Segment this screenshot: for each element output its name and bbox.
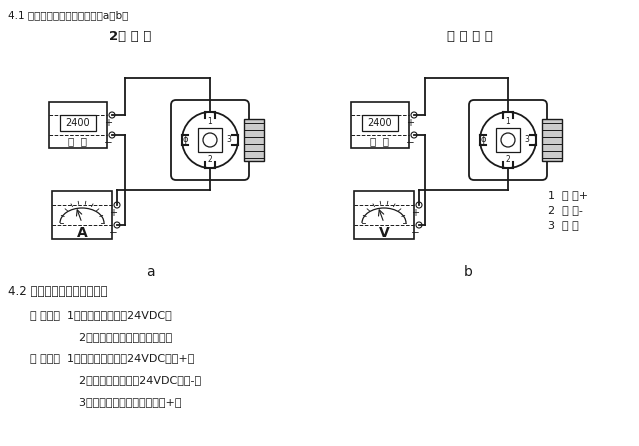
Circle shape (480, 112, 536, 168)
Bar (362, 115, 398, 131)
Bar (49, 102, 107, 148)
Bar (60, 115, 96, 131)
Text: −: − (109, 228, 118, 238)
Text: 2: 2 (208, 154, 212, 164)
Text: A: A (77, 226, 88, 240)
Circle shape (182, 112, 238, 168)
Text: 3号端子（黄线）：信号输出+。: 3号端子（黄线）：信号输出+。 (30, 396, 181, 407)
Text: 1: 1 (208, 116, 212, 125)
Text: 2号端子（蓝线）：24VDC电源-；: 2号端子（蓝线）：24VDC电源-； (30, 375, 201, 385)
Text: 2400: 2400 (367, 118, 392, 128)
Text: 电  源: 电 源 (68, 136, 88, 146)
Text: 3  输 出: 3 输 出 (548, 220, 579, 230)
Text: 4.2 直接引线结构电气连接：: 4.2 直接引线结构电气连接： (8, 285, 107, 298)
Circle shape (109, 132, 115, 138)
Text: 2  电 源-: 2 电 源- (548, 205, 583, 215)
Text: 电 压 输 出: 电 压 输 出 (447, 30, 493, 43)
Circle shape (411, 112, 417, 118)
Circle shape (203, 133, 217, 147)
Text: −: − (406, 138, 414, 148)
Text: 3: 3 (525, 136, 530, 145)
Text: 2: 2 (505, 154, 511, 164)
Text: V: V (379, 226, 389, 240)
Bar (354, 191, 414, 239)
FancyBboxPatch shape (171, 100, 249, 180)
Circle shape (114, 202, 120, 208)
Text: ϕ: ϕ (481, 136, 486, 145)
Text: 2线 电 流: 2线 电 流 (109, 30, 151, 43)
Text: +: + (104, 118, 112, 128)
Bar (351, 102, 409, 148)
Text: −: − (104, 138, 112, 148)
Text: ϕ: ϕ (182, 136, 188, 145)
Text: +: + (411, 208, 419, 218)
Bar (542, 119, 562, 161)
Bar (496, 128, 520, 152)
Text: 电  源: 电 源 (371, 136, 390, 146)
Text: 4.1 赫斯曼结构电气连接如下图a、b：: 4.1 赫斯曼结构电气连接如下图a、b： (8, 10, 128, 20)
Text: 1  电 源+: 1 电 源+ (548, 190, 588, 200)
Text: b: b (463, 265, 472, 279)
Circle shape (416, 222, 422, 228)
FancyBboxPatch shape (469, 100, 547, 180)
Text: 1: 1 (505, 116, 511, 125)
Circle shape (501, 133, 515, 147)
Text: 3: 3 (227, 136, 231, 145)
Bar (52, 191, 112, 239)
Circle shape (114, 222, 120, 228)
Bar (198, 128, 222, 152)
Circle shape (109, 112, 115, 118)
Circle shape (416, 202, 422, 208)
Text: 2号端子（蓝线）：电流输出。: 2号端子（蓝线）：电流输出。 (30, 332, 173, 342)
Text: 口 电流：  1号端子（红线）：24VDC；: 口 电流： 1号端子（红线）：24VDC； (30, 310, 172, 320)
Text: a: a (146, 265, 154, 279)
Circle shape (411, 132, 417, 138)
Text: +: + (406, 118, 414, 128)
Text: 2400: 2400 (66, 118, 90, 128)
Text: +: + (109, 208, 117, 218)
Text: −: − (411, 228, 419, 238)
Text: 口 电压：  1号端子（红线）：24VDC电源+；: 口 电压： 1号端子（红线）：24VDC电源+； (30, 353, 194, 363)
Bar (244, 119, 264, 161)
